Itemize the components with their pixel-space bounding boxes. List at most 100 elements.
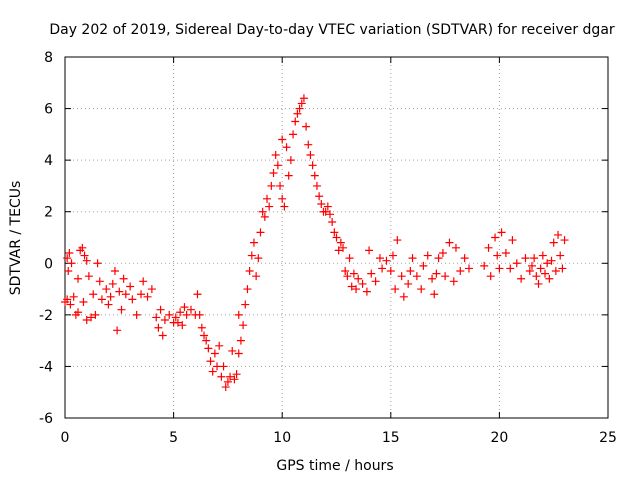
data-point	[330, 228, 339, 237]
data-point	[558, 264, 567, 273]
data-point	[399, 292, 408, 301]
data-point	[310, 171, 319, 180]
data-point	[245, 267, 254, 276]
data-point	[282, 143, 291, 152]
data-point	[74, 274, 83, 283]
data-point	[530, 254, 539, 263]
data-point	[176, 308, 185, 317]
data-point	[210, 349, 219, 358]
x-tick-label: 15	[382, 430, 400, 446]
data-point	[334, 246, 343, 255]
data-point	[284, 171, 293, 180]
data-point	[126, 282, 135, 291]
data-point	[388, 251, 397, 260]
data-point	[549, 238, 558, 247]
data-point	[165, 310, 174, 319]
data-point	[143, 292, 152, 301]
data-point	[328, 218, 337, 227]
y-tick-label: 8	[44, 50, 53, 66]
data-point	[102, 285, 111, 294]
data-point	[182, 310, 191, 319]
data-point	[362, 287, 371, 296]
x-tick-label: 0	[61, 430, 70, 446]
x-tick-label: 25	[599, 430, 617, 446]
data-point	[82, 316, 91, 325]
data-point	[404, 279, 413, 288]
data-point	[200, 331, 209, 340]
data-point	[339, 243, 348, 252]
data-point	[417, 285, 426, 294]
data-point	[486, 272, 495, 281]
data-point	[128, 295, 137, 304]
data-point	[65, 248, 74, 257]
data-point	[525, 267, 534, 276]
y-tick-label: 0	[44, 256, 53, 272]
data-point	[97, 295, 106, 304]
x-tick-label: 10	[273, 430, 291, 446]
data-point	[323, 202, 332, 211]
data-point	[480, 261, 489, 270]
data-point	[352, 285, 361, 294]
data-point	[91, 310, 100, 319]
data-point	[365, 246, 374, 255]
data-point	[512, 259, 521, 268]
data-point	[299, 94, 308, 103]
data-point	[336, 238, 345, 247]
data-point	[534, 279, 543, 288]
data-point	[460, 254, 469, 263]
data-point	[273, 161, 282, 170]
data-point	[236, 336, 245, 345]
data-point	[554, 230, 563, 239]
data-point	[397, 272, 406, 281]
data-point	[269, 169, 278, 178]
data-point	[226, 372, 235, 381]
data-point	[243, 285, 252, 294]
data-point	[495, 264, 504, 273]
data-point	[74, 308, 83, 317]
data-point	[430, 290, 439, 299]
data-point	[449, 277, 458, 286]
data-point	[391, 285, 400, 294]
data-point	[428, 274, 437, 283]
data-point	[432, 269, 441, 278]
data-point	[117, 305, 126, 314]
y-tick-label: -2	[39, 308, 53, 324]
data-point	[258, 207, 267, 216]
data-point	[536, 264, 545, 273]
data-point	[234, 349, 243, 358]
y-tick-label: 4	[44, 153, 53, 169]
data-point	[69, 292, 78, 301]
data-point	[297, 99, 306, 108]
data-point	[325, 210, 334, 219]
data-point	[230, 375, 239, 384]
data-point	[306, 150, 315, 159]
data-point	[551, 267, 560, 276]
data-point	[89, 290, 98, 299]
data-point	[527, 261, 536, 270]
data-point	[254, 254, 263, 263]
data-point	[419, 261, 428, 270]
data-point	[202, 336, 211, 345]
plot-frame	[64, 56, 609, 419]
data-point	[119, 274, 128, 283]
data-point	[547, 256, 556, 265]
data-point	[456, 267, 465, 276]
data-point	[506, 264, 515, 273]
data-point	[315, 192, 324, 201]
data-point	[204, 344, 213, 353]
data-point	[87, 313, 96, 322]
data-point	[441, 272, 450, 281]
data-point	[186, 305, 195, 314]
data-point	[66, 300, 75, 309]
data-point	[121, 290, 130, 299]
data-point	[223, 377, 232, 386]
data-point	[382, 256, 391, 265]
data-point	[304, 140, 313, 149]
data-point	[317, 199, 326, 208]
data-point	[154, 323, 163, 332]
data-point	[234, 310, 243, 319]
data-point	[393, 236, 402, 245]
data-point	[286, 156, 295, 165]
data-point	[267, 181, 276, 190]
